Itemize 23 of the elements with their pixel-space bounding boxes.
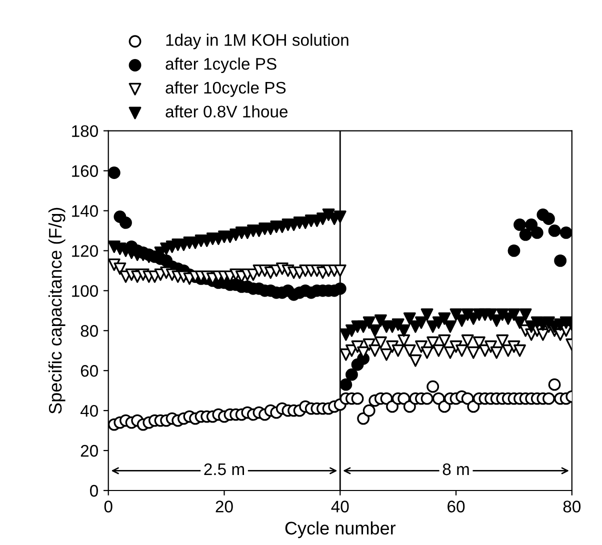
y-tick-label: 120 [72,245,98,257]
legend-label: after 10cycle PS [166,81,286,97]
x-tick-label: 80 [563,500,581,512]
legend-label: 1day in 1M KOH solution [166,34,348,50]
y-tick-label: 160 [72,165,98,177]
legend-label: after 0.8V 1houe [166,105,288,118]
y-tick-label: 60 [80,365,98,377]
y-tick-label: 40 [80,404,98,417]
legend-label: after 1cycle PS [166,58,276,74]
x-tick-label: 20 [216,500,233,512]
y-tick-label: 0 [90,484,98,497]
x-axis-title: Cycle number [285,521,396,538]
y-tick-label: 20 [80,444,98,457]
annotation: 2.5 m [204,463,244,476]
annotation: 8 m [442,463,469,476]
x-tick-label: 60 [448,500,465,512]
y-tick-label: 100 [72,285,98,297]
y-axis-title: Specific capacitance (F/g) [48,208,66,414]
y-tick-label: 180 [72,125,98,138]
x-tick-label: 0 [104,500,112,512]
y-tick-label: 80 [80,325,98,337]
y-tick-label: 140 [72,205,98,217]
x-tick-label: 40 [331,500,349,512]
